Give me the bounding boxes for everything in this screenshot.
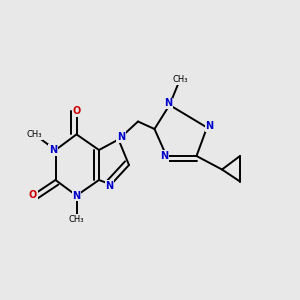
Text: N: N bbox=[164, 98, 172, 109]
Text: CH₃: CH₃ bbox=[172, 75, 188, 84]
Text: O: O bbox=[72, 106, 81, 116]
Text: CH₃: CH₃ bbox=[27, 130, 42, 139]
Text: N: N bbox=[160, 151, 168, 161]
Text: N: N bbox=[72, 190, 81, 201]
Text: O: O bbox=[29, 190, 37, 200]
Text: N: N bbox=[205, 121, 214, 131]
Text: N: N bbox=[105, 181, 114, 191]
Text: N: N bbox=[49, 145, 57, 155]
Text: CH₃: CH₃ bbox=[69, 214, 84, 224]
Text: N: N bbox=[117, 132, 125, 142]
